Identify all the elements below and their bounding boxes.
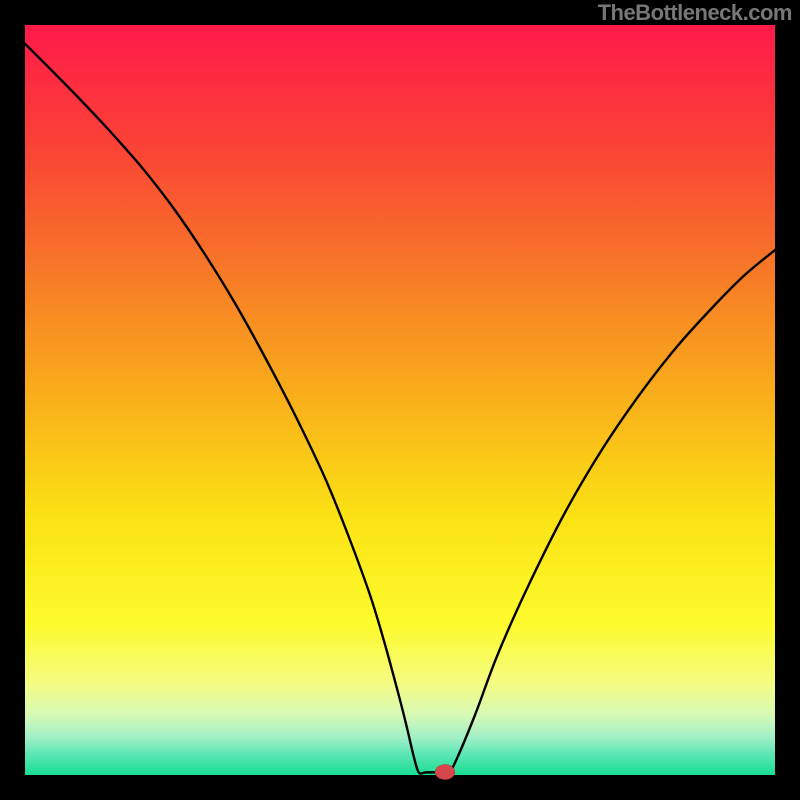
bottleneck-chart: [0, 0, 800, 800]
chart-container: TheBottleneck.com: [0, 0, 800, 800]
watermark-text: TheBottleneck.com: [598, 0, 792, 26]
bottleneck-marker: [435, 765, 455, 780]
plot-background: [25, 25, 775, 775]
